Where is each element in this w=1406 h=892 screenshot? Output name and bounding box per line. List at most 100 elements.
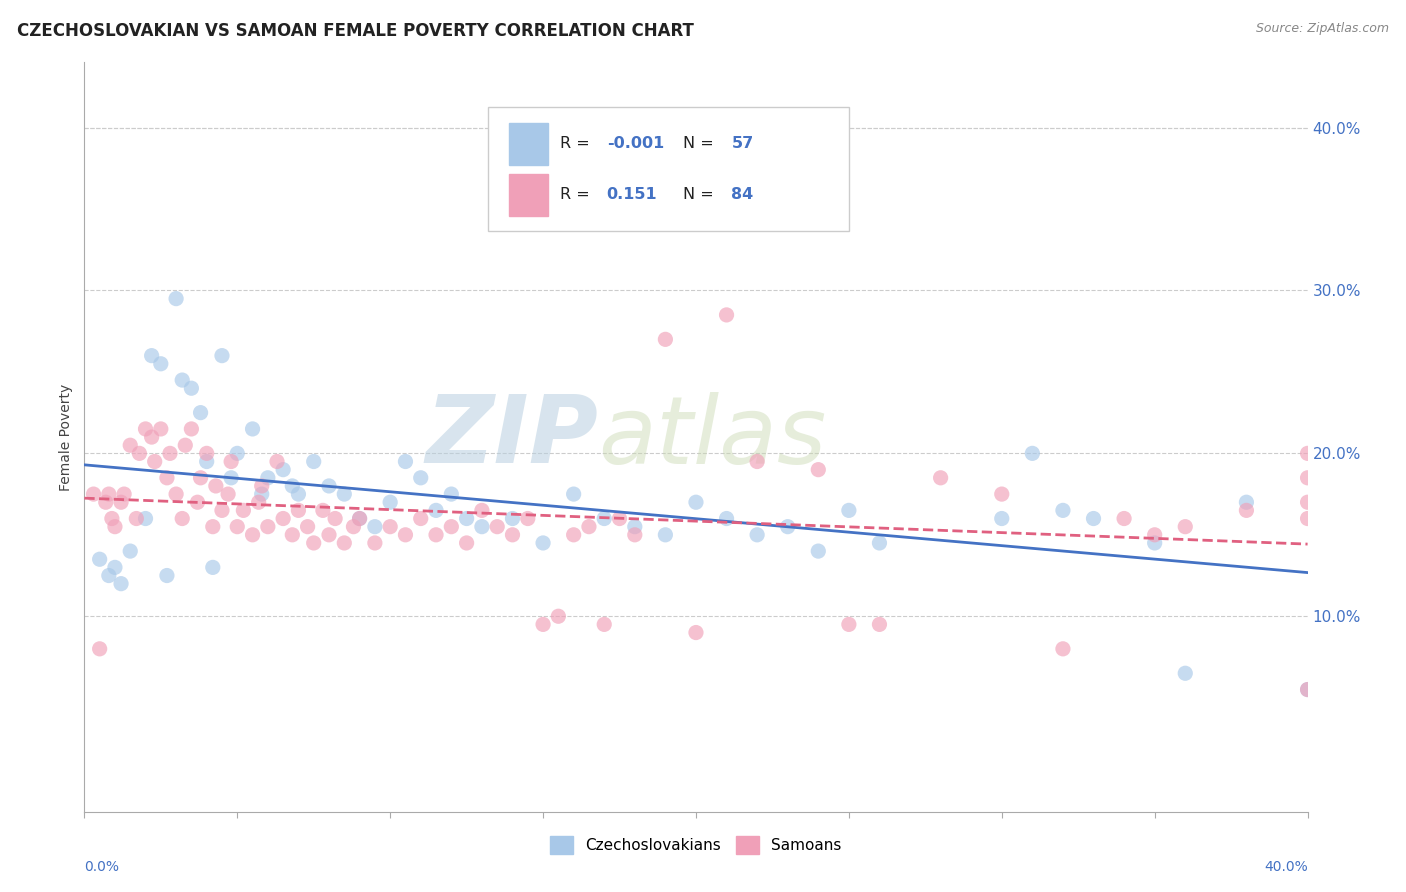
Text: 57: 57: [731, 136, 754, 151]
Point: [547, 609, 569, 624]
Point: [349, 511, 371, 525]
Point: [128, 446, 150, 460]
Point: [211, 349, 233, 363]
Point: [654, 528, 676, 542]
Text: R =: R =: [560, 136, 595, 151]
Point: [287, 487, 309, 501]
Point: [110, 576, 132, 591]
Point: [250, 487, 273, 501]
Point: [624, 528, 647, 542]
Point: [104, 560, 127, 574]
Point: [1174, 519, 1197, 533]
Point: [624, 519, 647, 533]
Point: [471, 519, 494, 533]
Point: [271, 463, 294, 477]
Text: 0.0%: 0.0%: [84, 861, 120, 874]
Point: [593, 617, 616, 632]
Point: [165, 292, 187, 306]
Point: [271, 511, 294, 525]
Point: [380, 495, 402, 509]
Point: [1296, 471, 1319, 485]
Point: [297, 519, 319, 533]
Point: [929, 471, 952, 485]
Point: [1174, 666, 1197, 681]
Point: [112, 487, 135, 501]
Point: [807, 544, 830, 558]
Point: [135, 511, 157, 525]
Point: [281, 528, 304, 542]
Point: [302, 536, 325, 550]
Point: [97, 487, 120, 501]
Point: [516, 511, 538, 525]
Point: [1296, 682, 1319, 697]
Y-axis label: Female Poverty: Female Poverty: [59, 384, 73, 491]
Point: [1236, 503, 1258, 517]
Point: [211, 503, 233, 517]
Point: [685, 625, 707, 640]
Point: [174, 438, 197, 452]
Point: [159, 446, 181, 460]
Point: [281, 479, 304, 493]
Point: [232, 503, 254, 517]
Text: Source: ZipAtlas.com: Source: ZipAtlas.com: [1256, 22, 1389, 36]
Point: [165, 487, 187, 501]
Point: [135, 422, 157, 436]
Point: [380, 519, 402, 533]
Point: [226, 446, 249, 460]
Point: [323, 511, 346, 525]
Point: [471, 503, 494, 517]
Point: [1052, 503, 1074, 517]
Point: [172, 373, 194, 387]
Point: [685, 495, 707, 509]
Point: [1143, 536, 1166, 550]
Point: [318, 528, 340, 542]
Point: [502, 528, 524, 542]
Point: [456, 536, 478, 550]
Point: [149, 422, 172, 436]
Point: [219, 454, 242, 468]
Point: [190, 406, 212, 420]
Text: 0.151: 0.151: [606, 187, 657, 202]
Text: 40.0%: 40.0%: [1264, 861, 1308, 874]
Point: [104, 519, 127, 533]
Point: [1296, 495, 1319, 509]
Text: ZIP: ZIP: [425, 391, 598, 483]
Point: [425, 503, 447, 517]
Point: [654, 332, 676, 346]
Point: [242, 422, 264, 436]
Point: [1143, 528, 1166, 542]
Point: [257, 519, 280, 533]
Bar: [509, 123, 548, 164]
Point: [364, 536, 387, 550]
Point: [120, 544, 142, 558]
Point: [242, 528, 264, 542]
Point: [409, 511, 432, 525]
Text: N =: N =: [682, 136, 718, 151]
Point: [838, 617, 860, 632]
Point: [125, 511, 148, 525]
Point: [456, 511, 478, 525]
Point: [425, 528, 447, 542]
Point: [1083, 511, 1105, 525]
Point: [1296, 682, 1319, 697]
Point: [201, 560, 224, 574]
Text: R =: R =: [560, 187, 595, 202]
Point: [141, 349, 163, 363]
Point: [747, 454, 769, 468]
Point: [609, 511, 631, 525]
Point: [991, 487, 1014, 501]
Point: [156, 471, 179, 485]
Bar: [509, 174, 548, 216]
Point: [89, 641, 111, 656]
Point: [409, 471, 432, 485]
Point: [1114, 511, 1136, 525]
Point: [101, 511, 124, 525]
Text: CZECHOSLOVAKIAN VS SAMOAN FEMALE POVERTY CORRELATION CHART: CZECHOSLOVAKIAN VS SAMOAN FEMALE POVERTY…: [17, 22, 693, 40]
Point: [318, 479, 340, 493]
Point: [172, 511, 194, 525]
Point: [991, 511, 1014, 525]
Point: [266, 454, 288, 468]
Point: [502, 511, 524, 525]
Point: [89, 552, 111, 566]
Legend: Czechoslovakians, Samoans: Czechoslovakians, Samoans: [544, 830, 848, 860]
